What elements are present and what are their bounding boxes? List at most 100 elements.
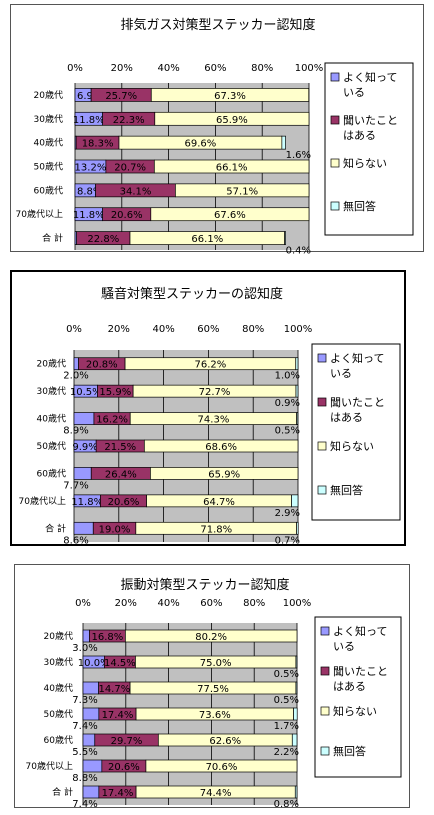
legend-label: いる bbox=[343, 86, 365, 99]
category-label: 50歳代 bbox=[34, 161, 63, 173]
legend-label: 無回答 bbox=[343, 199, 376, 213]
data-label: 1.0% bbox=[275, 371, 300, 382]
data-label: 74.4% bbox=[200, 788, 232, 799]
legend-swatch bbox=[330, 201, 340, 211]
data-label: 62.6% bbox=[209, 736, 241, 747]
chart-title: 騒音対策型ステッカーの認知度 bbox=[101, 286, 283, 302]
data-label: 72.7% bbox=[199, 387, 231, 398]
category-label: 70歳代以上 bbox=[16, 208, 63, 220]
data-label: 20.6% bbox=[108, 762, 140, 773]
data-label: 80.2% bbox=[195, 632, 227, 643]
data-label: 25.7% bbox=[105, 91, 137, 102]
legend-swatch bbox=[317, 485, 327, 495]
legend-label: いる bbox=[330, 367, 352, 380]
data-label: 29.7% bbox=[111, 736, 143, 747]
bar-segment bbox=[150, 467, 299, 480]
data-label: 10.5% bbox=[70, 387, 102, 398]
data-label: 7.3% bbox=[72, 695, 97, 706]
category-label: 40歳代 bbox=[44, 682, 73, 694]
data-label: 6.9% bbox=[77, 91, 102, 102]
bar-segment bbox=[295, 655, 298, 669]
data-label: 65.9% bbox=[208, 469, 240, 480]
data-label: 13.2% bbox=[75, 163, 107, 174]
bar-segment bbox=[293, 707, 298, 721]
data-label: 19.0% bbox=[99, 524, 131, 535]
x-tick-label: 20% bbox=[111, 63, 133, 74]
legend-swatch bbox=[320, 746, 330, 756]
data-label: 0.5% bbox=[274, 669, 299, 680]
data-label: 0.5% bbox=[274, 695, 299, 706]
category-label: 40歳代 bbox=[34, 137, 63, 149]
data-label: 71.8% bbox=[200, 524, 232, 535]
x-tick-label: 80% bbox=[243, 598, 265, 609]
x-tick-label: 20% bbox=[108, 324, 130, 335]
data-label: 7.4% bbox=[72, 799, 97, 810]
category-label: 60歳代 bbox=[37, 467, 66, 479]
legend-label: よく知って bbox=[343, 70, 397, 84]
legend-swatch bbox=[320, 666, 330, 676]
data-label: 77.5% bbox=[197, 684, 229, 695]
exhaust-sticker-chart: 排気ガス対策型ステッカー認知度 0% 20% 40% 60% 80% 100% 20歳代 6.… bbox=[16, 17, 414, 257]
category-label: 30歳代 bbox=[37, 385, 66, 397]
bar-segment bbox=[82, 785, 100, 799]
x-tick-label: 40% bbox=[157, 63, 179, 74]
category-label: 40歳代 bbox=[37, 413, 66, 425]
chart-title: 振動対策型ステッカー認知度 bbox=[120, 577, 289, 593]
data-label: 68.6% bbox=[205, 442, 237, 453]
x-tick-label: 40% bbox=[152, 324, 174, 335]
bar-segment bbox=[296, 521, 299, 535]
vibration-sticker-chart: 振動対策型ステッカー認知度 0% 20% 40% 60% 80% 100% 20歳代3.0%… bbox=[26, 577, 402, 810]
category-label: 50歳代 bbox=[44, 708, 73, 720]
x-tick-label: 0% bbox=[66, 324, 82, 335]
legend-swatch bbox=[320, 626, 330, 636]
legend-label: 無回答 bbox=[330, 483, 363, 497]
x-tick-label: 80% bbox=[242, 324, 264, 335]
data-label: 76.2% bbox=[195, 360, 227, 371]
category-label: 30歳代 bbox=[44, 656, 73, 668]
exhaust-sticker-chart-panel: 排気ガス対策型ステッカー認知度 0% 20% 40% 60% 80% 100% 20歳代 6.… bbox=[10, 4, 424, 257]
noise-sticker-chart-panel: 騒音対策型ステッカーの認知度 0% 20% 40% 60% 80% 100% 20歳代 2.0… bbox=[10, 270, 406, 546]
data-label: 2.2% bbox=[274, 747, 299, 758]
legend-swatch bbox=[330, 72, 340, 82]
data-label: 0.9% bbox=[275, 398, 300, 409]
data-label: 66.1% bbox=[216, 163, 248, 174]
bar-segment bbox=[154, 111, 310, 126]
data-label: 22.8% bbox=[87, 234, 119, 245]
data-label: 15.9% bbox=[99, 387, 131, 398]
data-label: 11.8% bbox=[71, 497, 103, 508]
bar-segment bbox=[175, 183, 310, 198]
legend-swatch bbox=[320, 706, 330, 716]
bar-segment bbox=[153, 159, 310, 174]
category-label: 合 計 bbox=[45, 522, 66, 534]
legend-label: 聞いたこと bbox=[330, 396, 385, 409]
chart-title: 排気ガス対策型ステッカー認知度 bbox=[120, 17, 315, 33]
legend-label: 聞いたこと bbox=[333, 665, 388, 678]
bar-segment bbox=[125, 629, 298, 643]
data-label: 18.3% bbox=[82, 139, 114, 150]
data-label: 20.6% bbox=[108, 497, 140, 508]
category-label: 50歳代 bbox=[37, 440, 66, 452]
legend-label: よく知って bbox=[333, 624, 387, 638]
data-label: 75.0% bbox=[200, 658, 232, 669]
x-tick-label: 80% bbox=[251, 63, 273, 74]
bar-segment bbox=[82, 629, 90, 643]
bar-segment bbox=[73, 467, 92, 480]
data-label: 21.5% bbox=[104, 442, 136, 453]
bar-segment bbox=[284, 231, 286, 245]
data-label: 0.7% bbox=[275, 535, 300, 546]
x-tick-label: 100% bbox=[284, 324, 313, 335]
legend-swatch bbox=[317, 397, 327, 407]
data-label: 22.3% bbox=[113, 115, 145, 126]
x-tick-label: 60% bbox=[200, 598, 222, 609]
data-label: 64.7% bbox=[203, 497, 235, 508]
x-tick-label: 100% bbox=[295, 63, 324, 74]
bar-segment bbox=[73, 521, 94, 535]
legend-swatch bbox=[330, 115, 340, 125]
bar-segment bbox=[82, 707, 100, 721]
bar-segment bbox=[82, 759, 103, 773]
data-label: 9.9% bbox=[72, 442, 97, 453]
data-label: 7.7% bbox=[63, 480, 88, 491]
data-label: 16.2% bbox=[96, 415, 128, 426]
data-label: 34.1% bbox=[120, 186, 152, 197]
category-label: 20歳代 bbox=[37, 358, 66, 370]
